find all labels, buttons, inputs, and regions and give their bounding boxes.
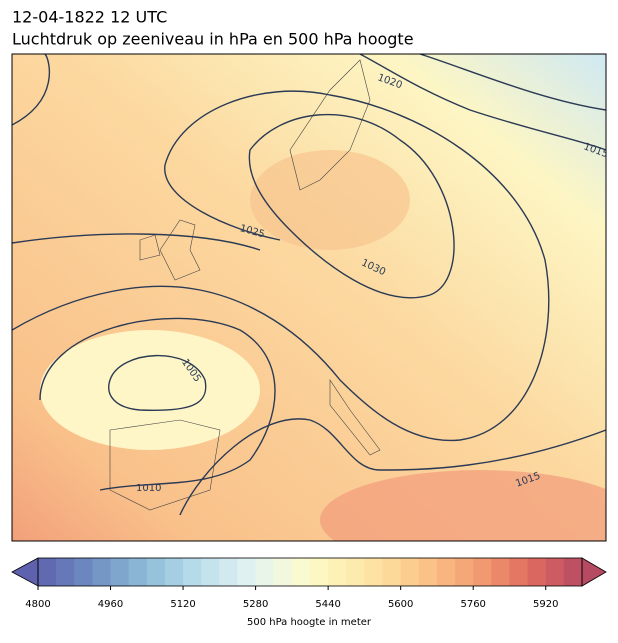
colorbar-segment bbox=[473, 558, 492, 586]
shade bbox=[320, 470, 606, 541]
colorbar-tick-label: 5920 bbox=[533, 599, 558, 610]
colorbar-segment bbox=[346, 558, 365, 586]
colorbar-segment bbox=[255, 558, 275, 586]
colorbar-segment bbox=[128, 558, 148, 586]
contour bbox=[248, 113, 455, 299]
colorbar-segment bbox=[400, 558, 420, 586]
colorbar-segment bbox=[527, 558, 547, 586]
colorbar-tick-label: 5440 bbox=[315, 599, 340, 610]
colorbar-extend-high bbox=[581, 557, 607, 587]
contour bbox=[39, 317, 276, 491]
colorbar: 4800 4960 5120 5280 5440 5600 5760 5920 bbox=[11, 557, 607, 610]
colorbar-segment bbox=[455, 558, 474, 586]
contour bbox=[164, 164, 281, 241]
title: 12-04-1822 12 UTC bbox=[12, 8, 167, 27]
colorbar-tick-label: 5600 bbox=[388, 599, 413, 610]
map: 1020 1015 1025 1030 1005 1010 1015 bbox=[12, 54, 606, 541]
contour bbox=[12, 90, 550, 442]
colorbar-tick-label: 5760 bbox=[460, 599, 485, 610]
contour bbox=[359, 54, 606, 151]
coastline bbox=[109, 59, 381, 511]
colorbar-segment bbox=[56, 558, 75, 586]
map-frame bbox=[11, 53, 607, 542]
subtitle: Luchtdruk op zeeniveau in hPa en 500 hPa… bbox=[12, 30, 414, 49]
contour bbox=[108, 354, 207, 412]
colorbar-segment bbox=[183, 558, 202, 586]
colorbar-tick-label: 5280 bbox=[243, 599, 268, 610]
colorbar-segment bbox=[291, 558, 311, 586]
contour-label: 1010 bbox=[136, 483, 161, 494]
colorbar-segment bbox=[38, 558, 57, 586]
colorbar-segment bbox=[328, 558, 347, 586]
contour bbox=[12, 233, 261, 251]
colorbar-tick-label: 5120 bbox=[170, 599, 195, 610]
colorbar-segment bbox=[146, 558, 166, 586]
colorbar-segment bbox=[74, 558, 93, 586]
colorbar-frame bbox=[37, 557, 583, 587]
colorbar-segment bbox=[491, 558, 510, 586]
colorbar-segment bbox=[509, 558, 529, 586]
contour bbox=[419, 54, 606, 111]
colorbar-segment bbox=[219, 558, 238, 586]
colorbar-segment bbox=[273, 558, 293, 586]
colorbar-tick-label: 4800 bbox=[25, 599, 50, 610]
map-background bbox=[12, 54, 606, 541]
colorbar-segment bbox=[563, 558, 583, 586]
colorbar-segment bbox=[418, 558, 438, 586]
colorbar-label: 500 hPa hoogte in meter bbox=[247, 617, 372, 628]
colorbar-segment bbox=[201, 558, 220, 586]
colorbar-segment bbox=[92, 558, 112, 586]
contour bbox=[12, 54, 51, 126]
colorbar-extend-low bbox=[11, 557, 39, 587]
colorbar-segment bbox=[164, 558, 184, 586]
colorbar-segment bbox=[382, 558, 402, 586]
colorbar-segment bbox=[436, 558, 456, 586]
contour bbox=[179, 418, 606, 516]
colorbar-segment bbox=[310, 558, 329, 586]
colorbar-segment bbox=[545, 558, 565, 586]
colorbar-segment bbox=[364, 558, 384, 586]
colorbar-tick-label: 4960 bbox=[98, 599, 123, 610]
shade bbox=[250, 150, 410, 250]
shade bbox=[40, 330, 260, 450]
colorbar-segment bbox=[110, 558, 130, 586]
colorbar-segment bbox=[237, 558, 257, 586]
